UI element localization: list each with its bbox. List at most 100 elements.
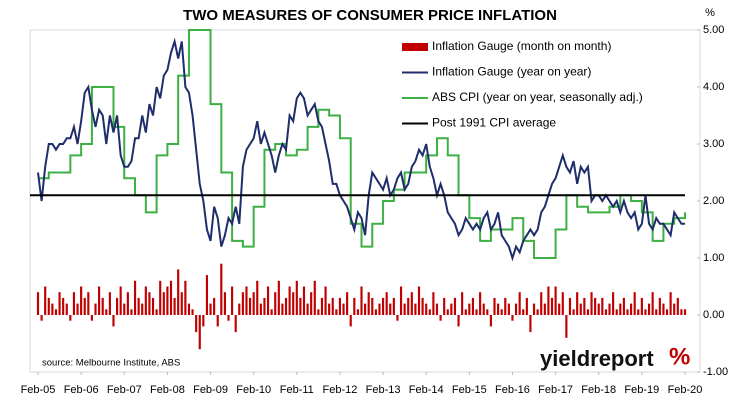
bar <box>407 297 410 315</box>
bar <box>198 315 201 350</box>
x-tick-label: Feb-19 <box>624 384 659 396</box>
bar <box>173 297 176 315</box>
bar <box>266 286 270 315</box>
bar <box>241 292 244 315</box>
bar <box>608 303 611 315</box>
y-tick-label: 0.00 <box>703 309 724 321</box>
bar <box>622 297 625 315</box>
bar <box>389 303 392 315</box>
legend-item: ABS CPI (year on year, seasonally adj.) <box>402 90 643 104</box>
bar <box>482 303 485 315</box>
bar <box>403 303 406 315</box>
x-tick-label: Feb-16 <box>495 384 530 396</box>
bar <box>169 280 173 315</box>
bar <box>597 303 600 315</box>
x-tick-label: Feb-12 <box>323 384 358 396</box>
legend-label: ABS CPI (year on year, seasonally adj.) <box>432 90 643 104</box>
bar <box>76 303 79 315</box>
bar <box>252 292 255 315</box>
bar <box>83 297 86 315</box>
bar <box>299 297 302 315</box>
bar <box>568 297 572 315</box>
bar <box>123 303 126 315</box>
y-tick-label: -1.00 <box>703 366 728 378</box>
x-tick-label: Feb-20 <box>668 384 703 396</box>
bar <box>471 297 475 315</box>
x-tick-label: Feb-15 <box>452 384 487 396</box>
bar <box>155 309 158 315</box>
bar <box>346 292 349 315</box>
bar <box>586 309 590 315</box>
bar <box>101 297 104 315</box>
bar <box>425 303 428 315</box>
bar <box>72 292 76 315</box>
bar <box>58 292 61 315</box>
legend-label: Inflation Gauge (month on month) <box>432 39 611 53</box>
bar <box>187 303 191 315</box>
logo-symbol: % <box>669 343 690 370</box>
bar <box>457 315 460 327</box>
x-tick-label: Feb-07 <box>107 384 142 396</box>
bar <box>353 297 356 315</box>
bar <box>144 286 147 315</box>
bar <box>655 309 658 315</box>
bar <box>417 286 421 315</box>
bar <box>112 315 115 327</box>
y-tick-label: 2.00 <box>703 195 724 207</box>
bar <box>550 297 554 315</box>
bar <box>572 309 575 315</box>
bar <box>191 309 194 315</box>
y-tick-label: 1.00 <box>703 252 724 264</box>
bar <box>489 315 492 327</box>
bar <box>644 309 647 315</box>
bar <box>40 315 43 321</box>
bar <box>277 280 280 315</box>
bar <box>630 303 633 315</box>
bar <box>547 286 550 315</box>
bar <box>565 315 568 338</box>
bar <box>310 292 313 315</box>
bar <box>105 309 108 315</box>
bar <box>371 297 374 315</box>
bar <box>263 297 266 315</box>
bar <box>453 297 457 315</box>
legend-item: Inflation Gauge (year on year) <box>402 65 591 79</box>
bar <box>486 309 489 315</box>
bar <box>54 309 58 315</box>
bar <box>680 309 683 315</box>
bar <box>604 309 608 315</box>
bar <box>69 315 72 321</box>
bar <box>514 303 518 315</box>
bar <box>576 292 579 315</box>
legend-label: Inflation Gauge (year on year) <box>432 65 591 79</box>
bar <box>166 286 169 315</box>
bar <box>529 315 532 333</box>
bar <box>292 292 295 315</box>
bar <box>320 297 324 315</box>
bar <box>615 309 618 315</box>
bar <box>676 297 679 315</box>
x-tick-label: Feb-05 <box>21 384 56 396</box>
step-line <box>38 29 686 259</box>
bar <box>213 297 216 315</box>
bar <box>180 292 183 315</box>
bar <box>532 303 536 315</box>
bar <box>558 303 561 315</box>
line <box>37 37 685 262</box>
y-tick-label: 4.00 <box>703 81 724 93</box>
bar <box>306 303 309 315</box>
x-tick-label: Feb-10 <box>236 384 271 396</box>
bar <box>651 292 654 315</box>
bar <box>561 292 564 315</box>
bar <box>637 309 640 315</box>
bar <box>683 309 687 315</box>
bar <box>177 269 180 315</box>
bar <box>658 297 661 315</box>
chart-title: TWO MEASURES OF CONSUMER PRICE INFLATION <box>183 7 557 24</box>
bar <box>590 292 593 315</box>
bar <box>184 280 187 315</box>
bar <box>256 280 259 315</box>
bar <box>87 292 90 315</box>
bar <box>601 297 604 315</box>
bar <box>507 303 510 315</box>
